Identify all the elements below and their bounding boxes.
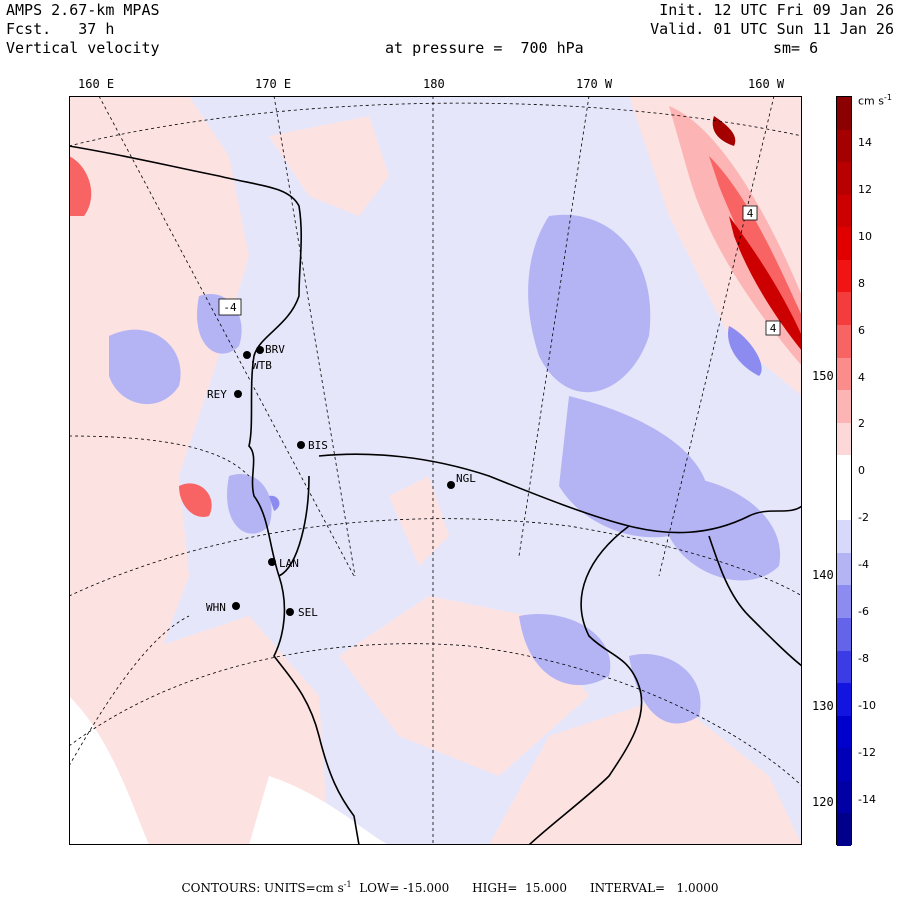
station-bis: BIS bbox=[308, 439, 328, 452]
smoothing: sm= 6 bbox=[773, 39, 819, 57]
colorbar-tick-label: 14 bbox=[858, 136, 872, 149]
negative-patches bbox=[109, 214, 781, 724]
forecast-hour: Fcst. 37 h bbox=[6, 20, 115, 38]
colorbar-tick-label: 4 bbox=[858, 370, 865, 384]
colorbar bbox=[836, 96, 852, 847]
coastline bbox=[69, 145, 802, 845]
model-title: AMPS 2.67-km MPAS bbox=[6, 1, 160, 19]
colorbar-segment bbox=[837, 194, 851, 228]
positive-small-patches bbox=[69, 156, 212, 517]
colorbar-tick-label: -14 bbox=[858, 792, 876, 806]
colorbar-segment bbox=[837, 650, 851, 684]
colorbar-tick-label: 2 bbox=[858, 417, 865, 431]
colorbar-tick-label: 6 bbox=[858, 323, 865, 337]
colorbar-segment bbox=[837, 552, 851, 586]
colorbar-segment bbox=[837, 162, 851, 196]
colorbar-segment bbox=[837, 390, 851, 424]
contour-labels: -4 4 4 bbox=[218, 205, 781, 336]
colorbar-tick-label: -2 bbox=[858, 511, 869, 525]
colorbar-tick-label: 8 bbox=[858, 276, 865, 290]
init-time: Init. 12 UTC Fri 09 Jan 26 bbox=[659, 1, 894, 19]
negative-strong-patches bbox=[269, 326, 762, 511]
colorbar-segment bbox=[837, 227, 851, 261]
colorbar-segment bbox=[837, 715, 851, 749]
colorbar-tick-label: -4 bbox=[858, 558, 869, 572]
colorbar-segment bbox=[837, 520, 851, 554]
map-frame bbox=[69, 96, 802, 845]
colorbar-segment bbox=[837, 813, 851, 847]
colorbar-segment bbox=[837, 487, 851, 521]
colorbar-tick-label: -10 bbox=[858, 698, 876, 712]
lon-label-160w: 160 W bbox=[748, 77, 785, 91]
lon-label-170w: 170 W bbox=[576, 77, 613, 91]
colorbar-tick-label: 0 bbox=[858, 464, 865, 478]
colorbar-tick-label: -6 bbox=[858, 605, 869, 618]
colorbar-tick-label: 12 bbox=[858, 182, 872, 196]
positive-strong-band bbox=[669, 106, 802, 366]
station-brv: BRV bbox=[265, 343, 285, 356]
colorbar-segment bbox=[837, 748, 851, 782]
colorbar-segment bbox=[837, 780, 851, 814]
zero-regions bbox=[69, 696, 389, 845]
lon-label-180: 180 bbox=[423, 77, 445, 91]
colorbar-segment bbox=[837, 357, 851, 391]
colorbar-tick-label: 10 bbox=[858, 229, 872, 243]
colorbar-segment bbox=[837, 455, 851, 489]
colorbar-tick-label: -12 bbox=[858, 745, 876, 759]
station-whn: WHN bbox=[206, 601, 226, 614]
station-ngl: NGL bbox=[456, 472, 476, 485]
stations: BRV WTB REY BIS NGL LAN WHN SEL bbox=[206, 343, 476, 619]
pressure-level: at pressure = 700 hPa bbox=[385, 39, 584, 57]
colorbar-tick-label: -8 bbox=[858, 651, 869, 665]
vertical-velocity-map: -4 4 4 BRV WTB REY BIS NGL LAN WHN SEL bbox=[69, 96, 802, 845]
colorbar-segment bbox=[837, 97, 851, 131]
station-rey: REY bbox=[207, 388, 227, 401]
positive-weak-regions bbox=[69, 96, 802, 845]
colorbar-segment bbox=[837, 129, 851, 163]
colorbar-segment bbox=[837, 618, 851, 652]
colorbar-segment bbox=[837, 422, 851, 456]
colorbar-segment bbox=[837, 292, 851, 326]
valid-time: Valid. 01 UTC Sun 11 Jan 26 bbox=[650, 20, 894, 38]
field-name: Vertical velocity bbox=[6, 39, 160, 57]
colorbar-segment bbox=[837, 683, 851, 717]
contour-info: CONTOURS: UNITS=cm s-1 LOW= -15.000 HIGH… bbox=[181, 880, 719, 895]
colorbar-segment bbox=[837, 259, 851, 293]
contour-label-pos4-a: 4 bbox=[747, 207, 754, 220]
colorbar-segment bbox=[837, 585, 851, 619]
graticule bbox=[69, 96, 802, 845]
station-wtb: WTB bbox=[252, 359, 272, 372]
colorbar-segment bbox=[837, 324, 851, 359]
contour-label-pos4-b: 4 bbox=[770, 322, 777, 335]
lon-label-160e: 160 E bbox=[78, 77, 115, 91]
lon-label-170e: 170 E bbox=[255, 77, 292, 91]
station-sel: SEL bbox=[298, 606, 318, 619]
station-lan: LAN bbox=[279, 557, 299, 570]
colorbar-unit: cm s-1 bbox=[858, 93, 892, 108]
contour-label-neg4: -4 bbox=[223, 301, 237, 314]
